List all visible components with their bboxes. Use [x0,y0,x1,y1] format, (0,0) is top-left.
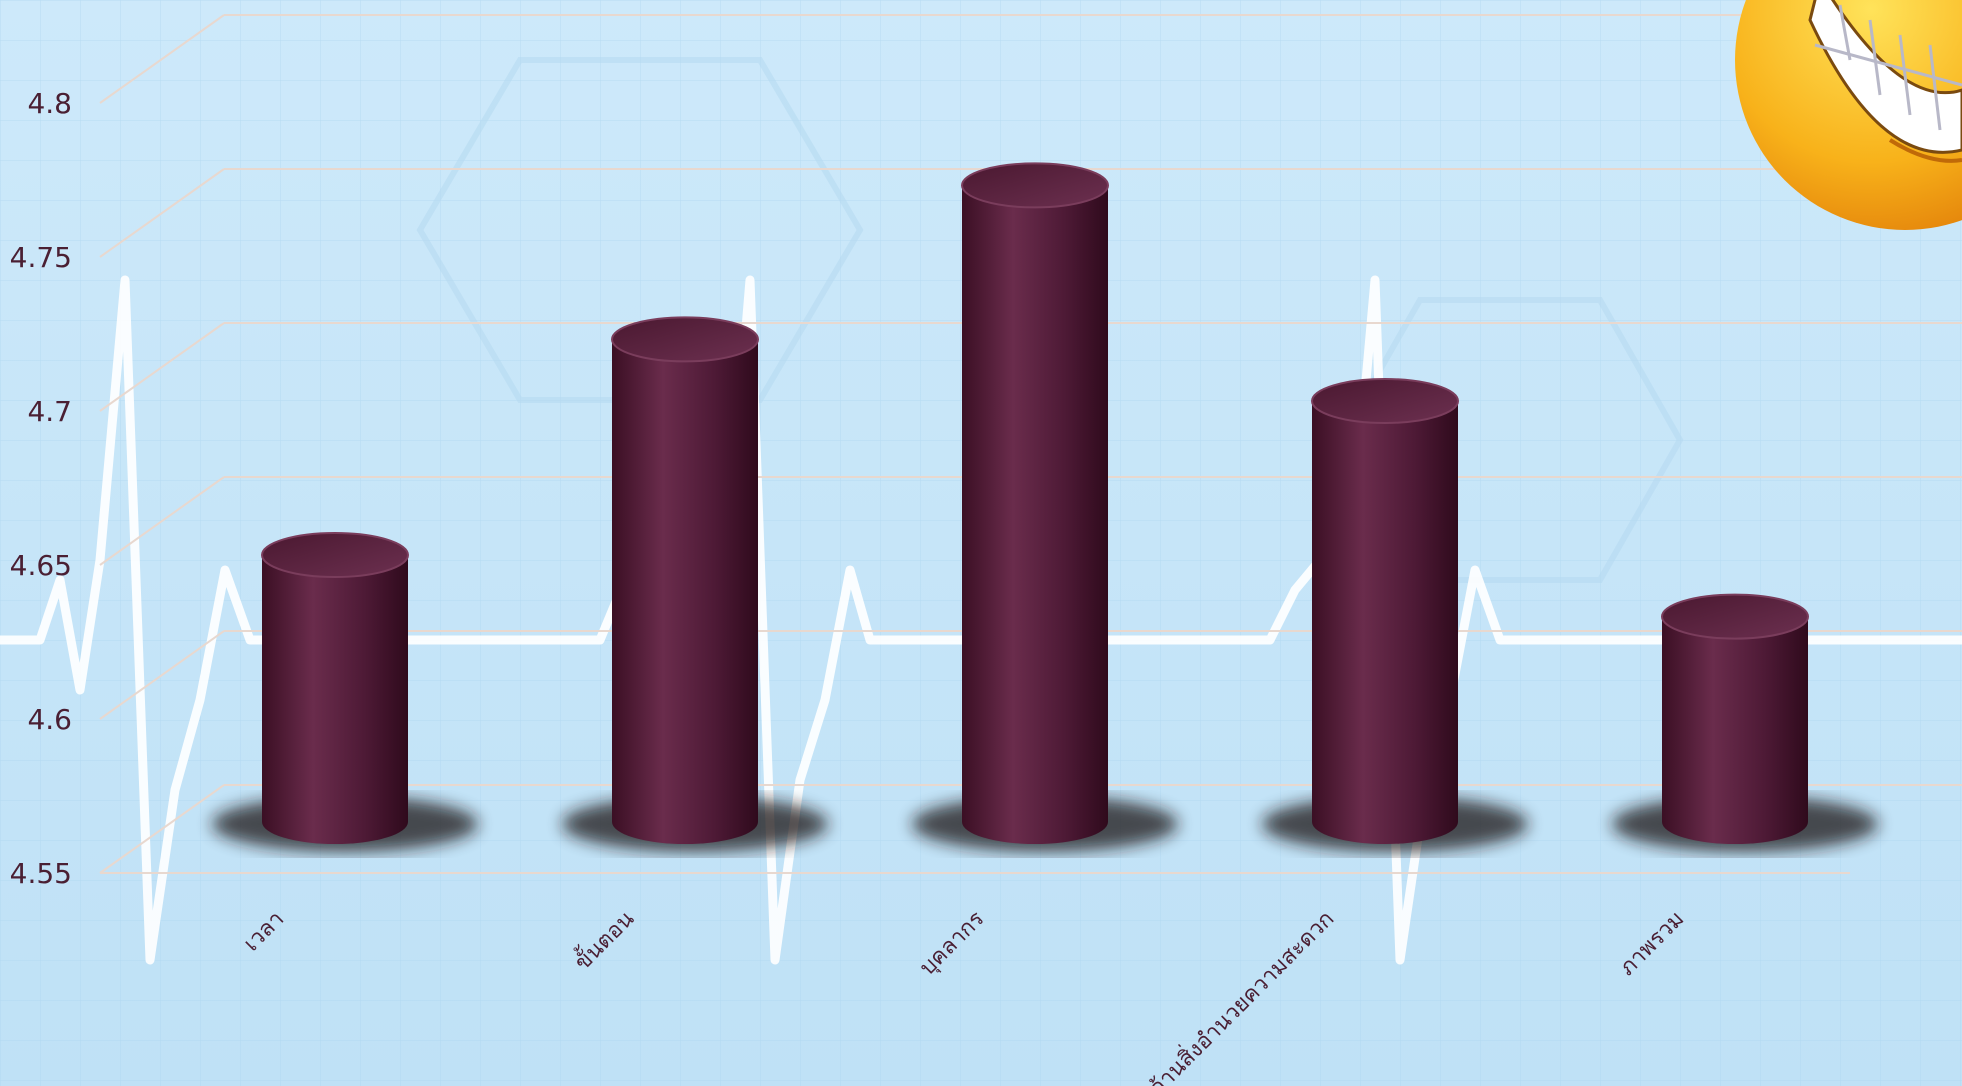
y-tick-label: 4.55 [10,857,72,890]
gridline-diag [99,168,225,258]
gridline-diag [99,14,225,104]
gridline-diag [99,784,225,874]
bars [261,162,1809,844]
bar [962,185,1108,844]
bar [262,555,408,844]
bar-top [1311,378,1459,424]
bar-top [1661,593,1809,640]
bar-top [961,162,1109,209]
y-tick-label: 4.8 [27,87,72,120]
y-tick-label: 4.6 [27,703,72,736]
y-tick-label: 4.75 [10,241,72,274]
gridline-diag [99,630,225,720]
y-tick-label: 4.65 [10,549,72,582]
gridline-diag [99,476,225,566]
bar-top [611,316,759,363]
y-axis-ticks: 4.55 4.6 4.65 4.7 4.75 4.8 [10,87,72,890]
bar-top [261,532,409,578]
bar [1312,401,1458,844]
y-tick-label: 4.7 [27,395,72,428]
gridline-diag [99,322,225,412]
smiley-face-icon [1735,0,1962,230]
bar [1662,616,1808,844]
bar [612,339,758,844]
